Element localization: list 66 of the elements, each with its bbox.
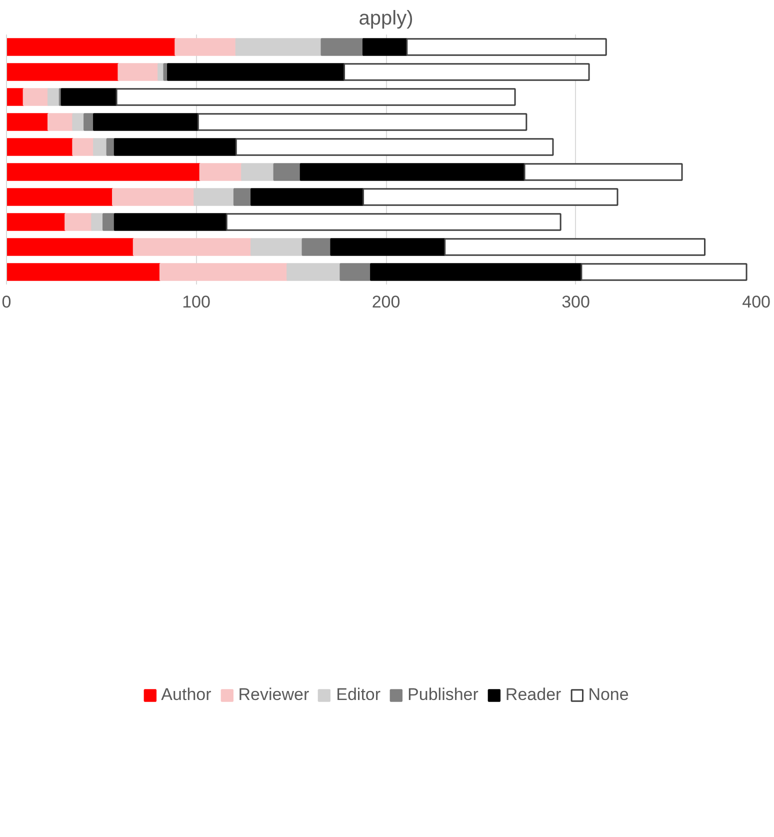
bar (362, 38, 408, 56)
bar (197, 113, 528, 131)
bar (444, 238, 706, 256)
bar (114, 138, 237, 156)
bar (6, 63, 120, 81)
bar (91, 213, 104, 231)
bar (233, 188, 252, 206)
bar (174, 38, 237, 56)
legend-label: Reader (505, 685, 562, 705)
x-tick-label: 200 (372, 292, 400, 312)
bar (6, 238, 134, 256)
bar (60, 88, 118, 106)
bar (580, 263, 748, 281)
bar (6, 113, 49, 131)
bar (72, 113, 86, 131)
bar (159, 263, 288, 281)
bar (72, 138, 95, 156)
legend-label: None (588, 685, 629, 705)
bar (250, 238, 304, 256)
bar (344, 63, 590, 81)
bar (116, 88, 516, 106)
bar (340, 263, 372, 281)
bar (235, 38, 322, 56)
bar (132, 238, 252, 256)
bar (6, 88, 24, 106)
bar (6, 138, 74, 156)
bar (6, 38, 176, 56)
bar (118, 63, 160, 81)
bar (112, 188, 196, 206)
bar (6, 263, 161, 281)
bar (362, 188, 618, 206)
legend-label: Reviewer (238, 685, 310, 705)
bar (47, 113, 74, 131)
bar (226, 213, 562, 231)
chart-title: apply) (358, 8, 414, 30)
x-tick-label: 100 (182, 292, 210, 312)
bar (6, 213, 66, 231)
bar (114, 213, 228, 231)
bar (6, 188, 114, 206)
bar (300, 163, 526, 181)
legend-label: Editor (336, 685, 381, 705)
bar (406, 38, 607, 56)
x-tick-label: 300 (562, 292, 590, 312)
bar (286, 263, 342, 281)
x-tick-label: 0 (2, 292, 12, 312)
bar (6, 163, 201, 181)
bar (273, 163, 302, 181)
bar (93, 138, 108, 156)
bar (302, 238, 332, 256)
x-tick-label: 400 (742, 292, 771, 312)
legend-label: Author (161, 685, 212, 705)
bar (320, 38, 364, 56)
bar (47, 88, 60, 106)
bar (524, 163, 683, 181)
bar (330, 238, 446, 256)
bar (241, 163, 275, 181)
bar (167, 63, 346, 81)
bar (250, 188, 364, 206)
legend-label: Publisher (408, 685, 478, 705)
bar (235, 138, 554, 156)
bar (199, 163, 243, 181)
bar (370, 263, 582, 281)
bar (93, 113, 199, 131)
bar (64, 213, 93, 231)
bar (102, 213, 116, 231)
bar (22, 88, 49, 106)
